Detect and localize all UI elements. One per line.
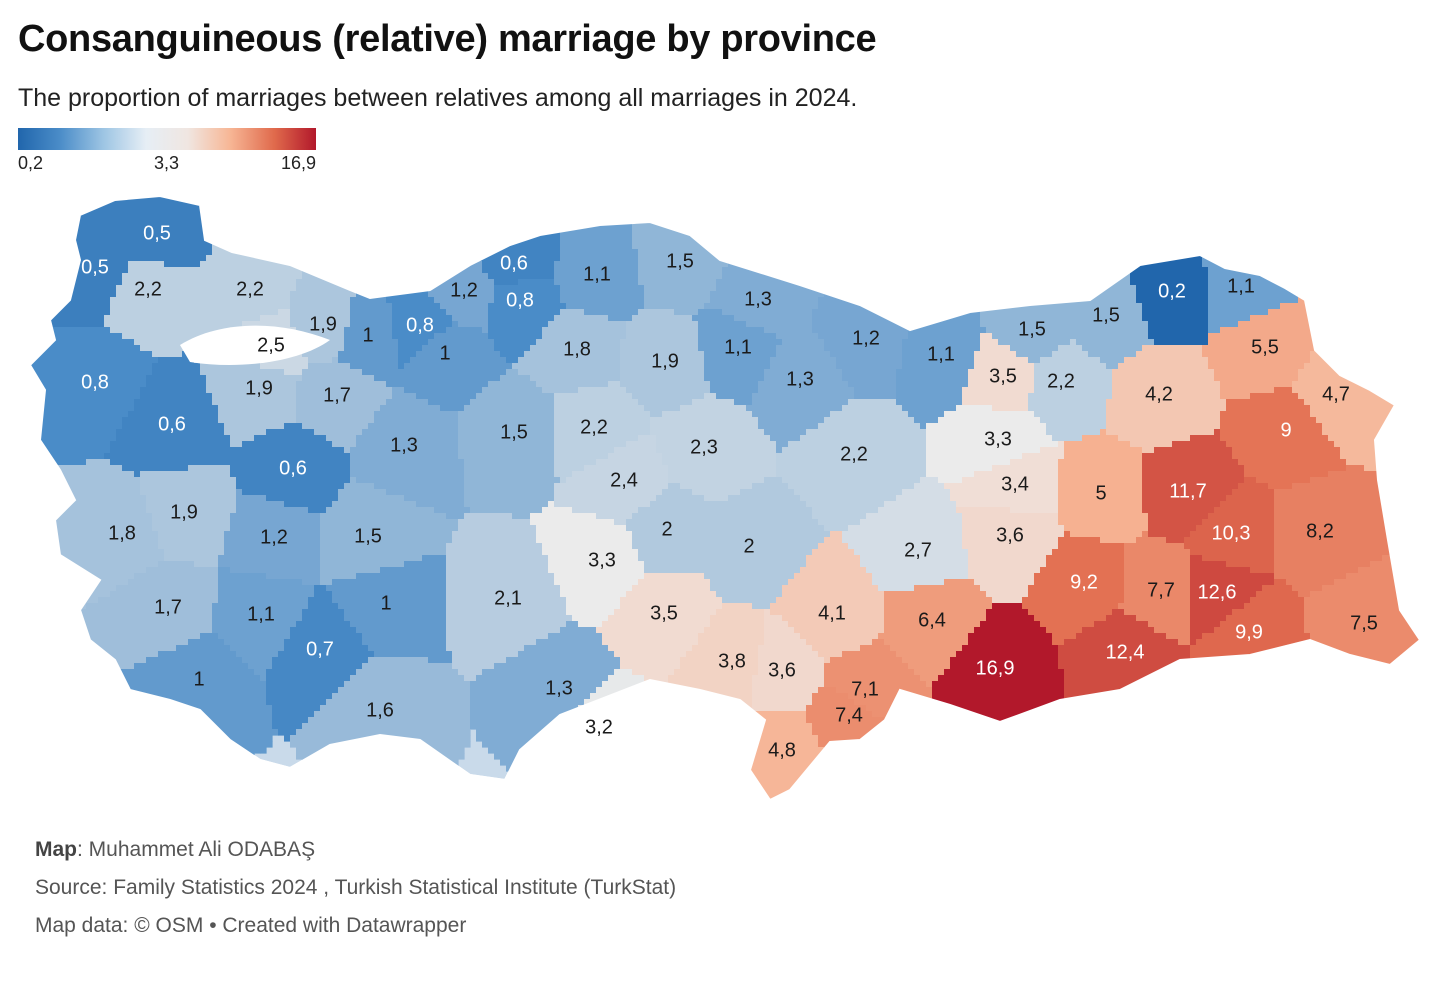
- sea-of-marmara: [180, 325, 330, 366]
- province-value-label: 1: [193, 668, 204, 690]
- map-credit-label: Map: [35, 838, 77, 861]
- province-value-label: 2,2: [1047, 370, 1075, 392]
- province-value-label: 4,1: [818, 602, 846, 624]
- province-value-label: 1,7: [323, 384, 351, 406]
- legend-gradient-bar: [18, 128, 316, 150]
- province-value-label: 16,9: [976, 657, 1015, 679]
- chart-subtitle: The proportion of marriages between rela…: [18, 84, 857, 113]
- province-value-label: 1,3: [390, 434, 418, 456]
- province-value-label: 2,7: [904, 539, 932, 561]
- province-value-label: 3,8: [718, 650, 746, 672]
- color-legend: 0,2 3,3 16,9: [18, 128, 316, 174]
- province-value-label: 0,8: [81, 371, 109, 393]
- map-data-credit: Map data: © OSM • Created with Datawrapp…: [35, 914, 676, 940]
- province-value-label: 1,1: [927, 343, 955, 365]
- province-value-label: 2,2: [580, 416, 608, 438]
- legend-min-label: 0,2: [18, 153, 43, 174]
- province-value-label: 1,8: [563, 338, 591, 360]
- province-value-label: 3,3: [984, 428, 1012, 450]
- province-value-label: 0,6: [279, 457, 307, 479]
- province-value-label: 1: [362, 324, 373, 346]
- province-value-label: 2,4: [610, 469, 638, 491]
- province-value-label: 3,4: [1001, 473, 1029, 495]
- chart-title: Consanguineous (relative) marriage by pr…: [18, 18, 877, 61]
- province-value-label: 1,1: [583, 263, 611, 285]
- province-value-label: 1,5: [666, 250, 694, 272]
- province-value-label: 6,4: [918, 609, 946, 631]
- province-value-label: 5,5: [1251, 336, 1279, 358]
- province-value-label: 2,1: [494, 587, 522, 609]
- province-value-label: 4,8: [768, 739, 796, 761]
- province-value-label: 0,8: [506, 289, 534, 311]
- province-value-label: 10,3: [1212, 522, 1251, 544]
- province-value-label: 1,9: [170, 501, 198, 523]
- province-value-label: 7,5: [1350, 612, 1378, 634]
- turkey-province-map: 0,50,52,2 2,21,92,5 1 0,811,20,60,81,11,51,…: [28, 194, 1422, 802]
- province-value-label: 1,1: [1227, 275, 1255, 297]
- province-value-label: 3,5: [989, 365, 1017, 387]
- province-value-label: 2,2: [840, 443, 868, 465]
- province-value-label: 1: [439, 342, 450, 364]
- province-value-label: 9,9: [1235, 621, 1263, 643]
- province-value-label: 0,8: [406, 314, 434, 336]
- province-value-label: 1,3: [786, 368, 814, 390]
- province-value-label: 1,2: [852, 327, 880, 349]
- province-value-label: 4,2: [1145, 383, 1173, 405]
- province-value-label: 1,5: [354, 525, 382, 547]
- province-value-label: 0,6: [158, 413, 186, 435]
- source-note: Source: Family Statistics 2024 , Turkish…: [35, 876, 676, 902]
- province-value-label: 1,9: [651, 350, 679, 372]
- province-value-label: 5: [1095, 482, 1106, 504]
- province-value-label: 2,5: [257, 334, 285, 356]
- legend-labels: 0,2 3,3 16,9: [18, 150, 316, 174]
- province-value-label: 1,7: [154, 596, 182, 618]
- province-value-label: 2,2: [134, 278, 162, 300]
- province-value-label: 12,6: [1198, 581, 1237, 603]
- country-border: [28, 194, 1422, 802]
- province-value-label: 0,5: [81, 256, 109, 278]
- province-value-label: 9: [1280, 419, 1291, 441]
- province-value-label: 12,4: [1106, 641, 1145, 663]
- province-value-label: 1,2: [260, 526, 288, 548]
- province-value-label: 11,7: [1169, 480, 1206, 502]
- province-value-label: 1,8: [108, 522, 136, 544]
- province-value-label: 3,2: [585, 716, 613, 738]
- province-value-label: 3,5: [650, 602, 678, 624]
- province-value-label: 1: [380, 592, 391, 614]
- province-value-label: 7,7: [1147, 579, 1175, 601]
- province-value-label: 8,2: [1306, 520, 1334, 542]
- map-credit: Map: Muhammet Ali ODABAŞ: [35, 838, 676, 864]
- province-value-label: 1,1: [724, 336, 752, 358]
- province-value-label: 2: [661, 518, 672, 540]
- province-value-label: 1,6: [366, 699, 394, 721]
- province-value-label: 3,6: [996, 524, 1024, 546]
- province-value-label: 1,2: [450, 279, 478, 301]
- footer-notes: Map: Muhammet Ali ODABAŞ Source: Family …: [35, 838, 676, 952]
- province-value-label: 0,6: [500, 252, 528, 274]
- province-value-label: 3,3: [588, 549, 616, 571]
- province-value-label: 1,3: [744, 288, 772, 310]
- province-value-label: 7,4: [835, 704, 863, 726]
- province-value-label: 2: [743, 535, 754, 557]
- province-value-label: 0,5: [143, 222, 171, 244]
- map-credit-author: : Muhammet Ali ODABAŞ: [77, 838, 315, 861]
- province-value-label: 4,7: [1322, 383, 1350, 405]
- province-value-label: 1,3: [545, 677, 573, 699]
- province-value-label: 9,2: [1070, 571, 1098, 593]
- province-value-label: 1,5: [1092, 304, 1120, 326]
- province-value-label: 1,9: [309, 313, 337, 335]
- province-value-label: 7,1: [851, 678, 879, 700]
- province-value-label: 2,2: [236, 278, 264, 300]
- province-value-label: 1,5: [1018, 318, 1046, 340]
- province-cells: [30, 196, 1420, 800]
- province-value-label: 1,9: [245, 377, 273, 399]
- legend-max-label: 16,9: [281, 153, 316, 174]
- legend-mid-label: 3,3: [154, 153, 179, 174]
- province-value-label: 1,5: [500, 421, 528, 443]
- province-value-label: 1,1: [247, 603, 275, 625]
- province-value-label: 0,7: [306, 638, 334, 660]
- province-value-label: 2,3: [690, 436, 718, 458]
- province-value-label: 0,2: [1158, 280, 1186, 302]
- province-value-label: 3,6: [768, 659, 796, 681]
